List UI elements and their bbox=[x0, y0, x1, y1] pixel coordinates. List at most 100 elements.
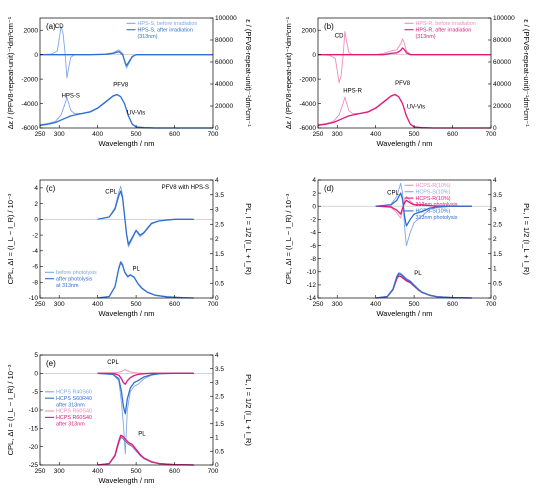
series-line-pl-5 bbox=[97, 436, 194, 466]
chart-panel-a: 250 300 400 500 600 700-6000-4000-20000200002… bbox=[6, 15, 253, 148]
x-tick-label: 600 bbox=[169, 301, 180, 308]
y-right-axis-label: PL, I = 1/2 (I_L + I_R) bbox=[244, 374, 253, 446]
x-tick-label: 500 bbox=[131, 301, 142, 308]
legend-entry: HCPS R60S40 bbox=[56, 415, 92, 421]
x-axis-label: Wavelength / nm bbox=[377, 309, 433, 318]
series-line-pl-7 bbox=[375, 273, 472, 299]
plot-frame bbox=[317, 17, 492, 129]
series-line-cpl-2 bbox=[375, 199, 472, 215]
legend-entry: 313nm photolysis bbox=[416, 202, 458, 208]
y-left-tick-label: 2 bbox=[312, 190, 316, 197]
annotation-label: CPL bbox=[387, 190, 399, 196]
y-right-tick-label: 40000 bbox=[215, 81, 233, 88]
legend-entry: HCPS R40S60 bbox=[56, 390, 92, 396]
x-tick-label: 400 bbox=[92, 301, 103, 308]
y-left-tick-label: -2000 bbox=[299, 76, 316, 83]
legend-entry: HCPS S60R40 bbox=[56, 396, 92, 402]
y-right-tick-label: 0 bbox=[215, 295, 219, 302]
y-right-tick-label: 2 bbox=[215, 407, 219, 414]
x-tick-label: 700 bbox=[486, 131, 497, 138]
y-left-tick-label: -8 bbox=[310, 256, 316, 263]
x-tick-label: 300 bbox=[54, 131, 65, 138]
series-line-pl-4 bbox=[375, 273, 472, 299]
y-left-tick-label: 2000 bbox=[302, 27, 317, 34]
plot-frame bbox=[39, 17, 214, 129]
annotation-label: CPL bbox=[107, 360, 119, 366]
y-right-tick-label: 3.5 bbox=[215, 192, 224, 199]
y-left-tick-label: 0 bbox=[312, 203, 316, 210]
y-right-tick-label: 20000 bbox=[215, 103, 233, 110]
y-right-tick-label: 0 bbox=[215, 462, 219, 469]
y-right-axis-label: PL, I = 1/2 (I_L + I_R) bbox=[244, 203, 253, 275]
y-left-tick-label: 0 bbox=[312, 52, 316, 59]
legend-entry: after photolysis bbox=[56, 276, 93, 282]
legend-entry: (313nm) bbox=[416, 34, 436, 40]
y-right-tick-label: 4 bbox=[215, 177, 219, 184]
x-tick-label: 700 bbox=[208, 301, 219, 308]
x-axis-label: Wavelength / nm bbox=[99, 139, 155, 148]
x-tick-label: 600 bbox=[447, 301, 458, 308]
y-right-tick-label: 3.5 bbox=[493, 192, 502, 199]
legend-entry: HCPS-S(10%) bbox=[416, 189, 451, 195]
y-right-tick-label: 0.5 bbox=[215, 280, 224, 287]
y-right-tick-label: 3 bbox=[215, 207, 219, 214]
legend-entry: HPS-S, before irradiation bbox=[138, 21, 198, 27]
x-axis-label: Wavelength / nm bbox=[377, 139, 433, 148]
y-right-tick-label: 2.5 bbox=[493, 221, 502, 228]
x-tick-label: 300 bbox=[54, 468, 65, 475]
x-tick-label: 600 bbox=[169, 468, 180, 475]
x-tick-label: 500 bbox=[131, 131, 142, 138]
x-tick-label: 600 bbox=[447, 131, 458, 138]
panel-label: (a) bbox=[46, 22, 56, 31]
x-tick-label: 500 bbox=[409, 131, 420, 138]
y-left-tick-label: -4 bbox=[310, 230, 316, 237]
x-tick-label: 400 bbox=[92, 131, 103, 138]
y-right-tick-label: 1.5 bbox=[215, 421, 224, 428]
panel-title: PFV8 with HPS-S bbox=[162, 185, 209, 191]
y-left-axis-label: CPL, ΔI = (I_L − I_R) / 10⁻³ bbox=[284, 193, 293, 284]
y-left-tick-label: -10 bbox=[307, 269, 317, 276]
x-tick-label: 400 bbox=[92, 468, 103, 475]
y-left-tick-label: -4000 bbox=[299, 101, 316, 108]
x-tick-label: 700 bbox=[208, 468, 219, 475]
series-line-cd-1 bbox=[318, 47, 491, 56]
y-left-axis-label: CPL, ΔI = (I_L − I_R) / 10⁻³ bbox=[6, 364, 15, 455]
x-tick-label: 300 bbox=[54, 301, 65, 308]
annotation-label: HPS-R bbox=[343, 89, 362, 95]
y-left-tick-label: -20 bbox=[29, 444, 39, 451]
series-line-cpl-1 bbox=[375, 182, 472, 247]
legend-entry: before photolysis bbox=[56, 270, 97, 276]
y-left-tick-label: 4 bbox=[312, 177, 316, 184]
y-left-tick-label: 0 bbox=[34, 217, 38, 224]
panel-label: (b) bbox=[324, 22, 334, 31]
y-right-tick-label: 3 bbox=[215, 380, 219, 387]
y-right-tick-label: 80000 bbox=[493, 37, 511, 44]
y-left-tick-label: 4 bbox=[34, 185, 38, 192]
y-right-tick-label: 2.5 bbox=[215, 221, 224, 228]
panel-label: (e) bbox=[46, 359, 56, 368]
annotation-label: PFV8 bbox=[395, 81, 411, 87]
x-tick-label: 400 bbox=[370, 301, 381, 308]
annotation-label: PFV8 bbox=[113, 82, 129, 88]
legend-entry: 313nm photolysis bbox=[416, 215, 458, 221]
y-left-tick-label: 2 bbox=[34, 201, 38, 208]
y-left-axis-label: Δε / (PFV8-repeat-unit)⁻¹dm³cm⁻¹ bbox=[284, 16, 293, 129]
y-left-tick-label: -8 bbox=[32, 279, 38, 286]
series-line-cd-0 bbox=[39, 26, 213, 79]
x-tick-label: 250 bbox=[35, 301, 46, 308]
y-right-tick-label: 1 bbox=[215, 435, 219, 442]
x-tick-label: 250 bbox=[35, 468, 46, 475]
annotation-label: CPL bbox=[105, 189, 117, 195]
y-right-tick-label: 40000 bbox=[493, 81, 511, 88]
series-line-cpl-1 bbox=[97, 372, 194, 415]
y-right-tick-label: 4 bbox=[493, 177, 497, 184]
x-tick-label: 300 bbox=[332, 301, 343, 308]
panel-label: (c) bbox=[46, 184, 56, 193]
legend-entry: HPS-S, after irradiation bbox=[138, 27, 193, 33]
y-right-axis-label: PL, I = 1/2 (I_L + I_R) bbox=[522, 203, 531, 275]
x-tick-label: 500 bbox=[409, 301, 420, 308]
y-left-tick-label: -15 bbox=[29, 426, 39, 433]
x-tick-label: 500 bbox=[131, 468, 142, 475]
series-line-pl-3 bbox=[97, 261, 194, 299]
